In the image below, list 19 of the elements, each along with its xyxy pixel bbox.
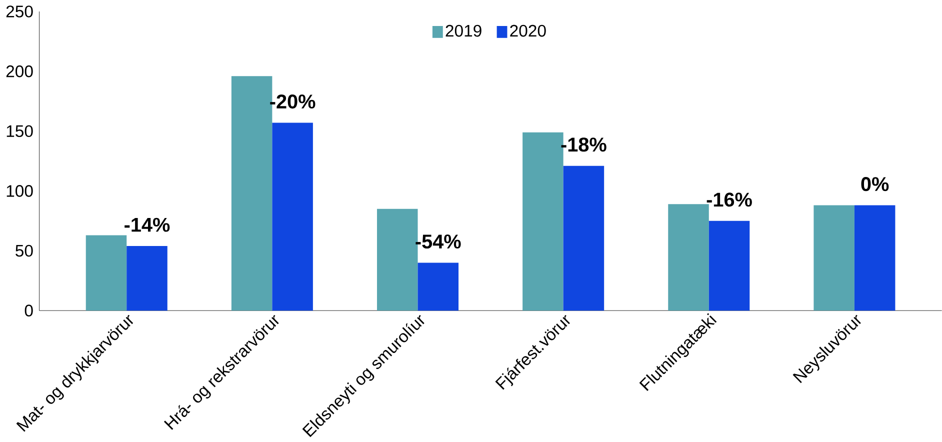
bar xyxy=(126,246,168,311)
y-tick-label: 0 xyxy=(24,304,33,317)
bar xyxy=(272,122,313,311)
y-tick-label: 150 xyxy=(6,125,33,138)
bar xyxy=(563,166,604,311)
annotation: -14% xyxy=(124,218,170,232)
bar xyxy=(708,220,750,311)
bar xyxy=(86,235,127,311)
legend-label: 2020 xyxy=(510,24,546,37)
annotation: -16% xyxy=(706,192,752,207)
y-tick-label: 50 xyxy=(16,244,33,257)
annotation: 0% xyxy=(861,177,889,192)
y-tick-label: 200 xyxy=(6,65,33,78)
legend-label: 2019 xyxy=(446,24,482,37)
y-tick-label: 250 xyxy=(6,6,33,18)
bar xyxy=(854,205,896,311)
y-tick-label: 100 xyxy=(6,185,33,197)
bar xyxy=(814,205,854,311)
bar xyxy=(418,262,459,311)
